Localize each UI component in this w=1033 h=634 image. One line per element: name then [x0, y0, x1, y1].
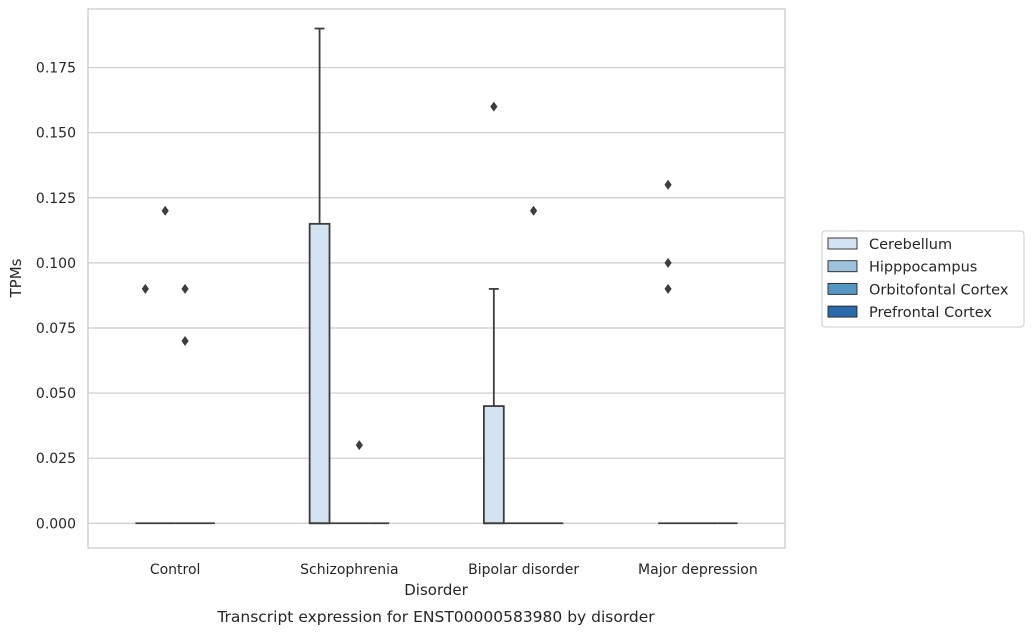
- outlier-point: [664, 257, 672, 268]
- outlier-point: [181, 283, 189, 294]
- legend-label: Orbitofontal Cortex: [869, 282, 1009, 298]
- plot-frame: [87, 8, 786, 549]
- y-tick-labels: 0.000 0.025 0.050 0.075 0.100 0.125 0.150 0.175: [36, 61, 76, 533]
- box-3-0: [658, 179, 679, 525]
- outlier-point: [664, 179, 672, 190]
- x-tick-label: Major depression: [638, 562, 758, 578]
- legend: Cerebellum Hipppocampus Orbitofontal Corte…: [821, 230, 1025, 328]
- box-2-0: [482, 101, 505, 525]
- chart-caption: Transcript expression for ENST0000058398…: [216, 608, 655, 626]
- y-tick-label: 0.150: [36, 126, 76, 142]
- box-2-2: [523, 205, 544, 525]
- outlier-point: [181, 335, 189, 346]
- y-tick-label: 0.000: [36, 516, 76, 532]
- y-tick-label: 0.050: [36, 386, 76, 402]
- x-tick-label: Bipolar disorder: [468, 562, 579, 578]
- outlier-point: [161, 205, 169, 216]
- outlier-point: [529, 205, 538, 216]
- legend-label: Hipppocampus: [869, 260, 977, 276]
- gridlines: [88, 66, 785, 524]
- y-tick-label: 0.175: [36, 61, 76, 77]
- box-series: [135, 27, 738, 525]
- y-axis-label: TPMs: [7, 258, 25, 298]
- y-tick-label: 0.100: [36, 256, 76, 272]
- box-0-2: [175, 283, 195, 525]
- box-0-1: [155, 205, 176, 525]
- legend-frame: [821, 230, 1025, 328]
- box-body: [308, 222, 331, 525]
- legend-swatch: [827, 305, 858, 318]
- x-tick-label: Control: [150, 562, 201, 578]
- outlier-point: [141, 283, 149, 294]
- plot-background: [88, 9, 785, 548]
- y-tick-label: 0.075: [36, 321, 76, 337]
- box-1-0: [308, 27, 331, 525]
- legend-swatch: [827, 260, 858, 273]
- legend-label: Cerebellum: [869, 237, 952, 253]
- legend-label: Prefrontal Cortex: [869, 305, 992, 321]
- y-tick-label: 0.125: [36, 191, 76, 207]
- x-axis-label: Disorder: [404, 581, 468, 599]
- outlier-point: [490, 101, 498, 112]
- x-tick-label: Schizophrenia: [300, 562, 398, 578]
- legend-swatch: [827, 282, 858, 295]
- box-1-2: [349, 440, 370, 525]
- outlier-point: [355, 440, 363, 451]
- x-tick-labels: Control Schizophrenia Bipolar disorder Majo…: [150, 562, 758, 578]
- box-body: [482, 405, 505, 525]
- outlier-point: [664, 283, 672, 294]
- legend-swatch: [827, 237, 858, 250]
- y-tick-label: 0.025: [36, 451, 76, 467]
- box-0-0: [135, 283, 156, 525]
